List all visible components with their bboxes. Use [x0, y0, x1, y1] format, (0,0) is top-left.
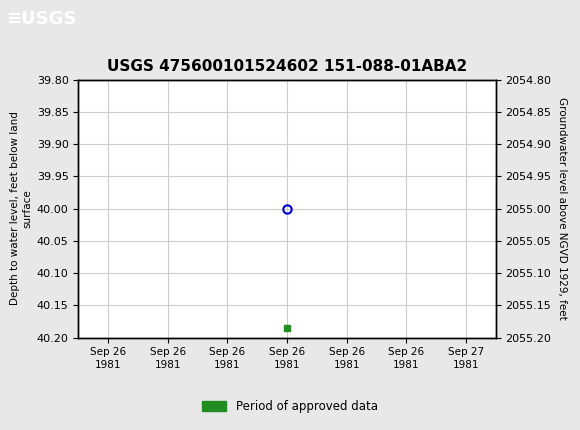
Y-axis label: Groundwater level above NGVD 1929, feet: Groundwater level above NGVD 1929, feet [557, 97, 567, 320]
Text: ≡USGS: ≡USGS [6, 10, 77, 28]
Title: USGS 475600101524602 151-088-01ABA2: USGS 475600101524602 151-088-01ABA2 [107, 59, 467, 74]
Y-axis label: Depth to water level, feet below land
surface: Depth to water level, feet below land su… [10, 112, 32, 305]
Legend: Period of approved data: Period of approved data [198, 395, 382, 418]
